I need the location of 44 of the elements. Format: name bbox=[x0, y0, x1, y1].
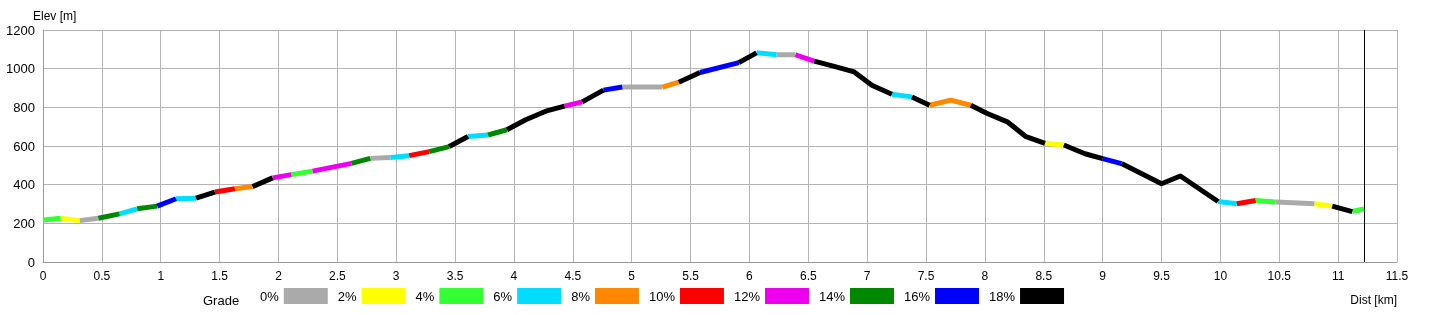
x-tick-label: 5.5 bbox=[682, 269, 700, 283]
x-tick-label: 10 bbox=[1213, 269, 1228, 283]
x-tick-label: 9 bbox=[1099, 269, 1107, 283]
legend-label: 0% bbox=[259, 288, 280, 304]
x-tick-label: 10.5 bbox=[1267, 269, 1292, 283]
legend-label: 16% bbox=[903, 288, 931, 304]
legend-label: 8% bbox=[571, 288, 591, 304]
x-tick-label: 11 bbox=[1331, 269, 1345, 283]
x-tick-label: 4.5 bbox=[564, 269, 582, 283]
x-tick-label: 11.5 bbox=[1385, 269, 1409, 283]
y-tick-label: 800 bbox=[13, 99, 35, 115]
x-tick-label: 2.5 bbox=[329, 269, 347, 283]
x-tick-label: 6 bbox=[746, 269, 754, 283]
legend-label: 2% bbox=[337, 288, 358, 304]
legend-label: 6% bbox=[493, 288, 513, 304]
y-tick-label: 200 bbox=[13, 215, 35, 231]
legend-label: 4% bbox=[415, 288, 435, 304]
x-tick-label: 7.5 bbox=[917, 269, 935, 283]
x-tick-label: 5 bbox=[628, 269, 636, 283]
x-tick-label: 3.5 bbox=[446, 269, 464, 283]
x-tick-label: 7 bbox=[863, 269, 871, 283]
y-tick-label: 1200 bbox=[6, 22, 35, 38]
y-tick-label: 600 bbox=[13, 138, 35, 154]
x-tick-label: 4 bbox=[510, 269, 518, 283]
x-tick-label: 9.5 bbox=[1153, 269, 1171, 283]
x-tick-label: 3 bbox=[392, 269, 400, 283]
y-tick-label: 400 bbox=[13, 177, 35, 193]
x-tick-label: 8 bbox=[981, 269, 989, 283]
y-axis-title: Elev [m] bbox=[33, 9, 77, 23]
legend-label: 12% bbox=[733, 288, 761, 304]
y-tick-label: 1000 bbox=[6, 61, 35, 77]
legend-label: 18% bbox=[989, 288, 1016, 304]
x-tick-label: 1 bbox=[157, 269, 165, 283]
x-tick-label: 8.5 bbox=[1035, 269, 1053, 283]
legend-title: Grade bbox=[203, 293, 240, 308]
legend-label: 14% bbox=[818, 288, 846, 304]
x-tick-label: 1.5 bbox=[211, 269, 229, 283]
x-axis-title: Dist [km] bbox=[1350, 293, 1397, 307]
legend-label: 10% bbox=[648, 288, 676, 304]
y-tick-label: 0 bbox=[27, 254, 35, 270]
x-tick-label: 0 bbox=[39, 269, 47, 283]
x-tick-label: 0.5 bbox=[93, 269, 111, 283]
x-tick-label: 2 bbox=[275, 269, 283, 283]
x-tick-label: 6.5 bbox=[799, 269, 817, 283]
